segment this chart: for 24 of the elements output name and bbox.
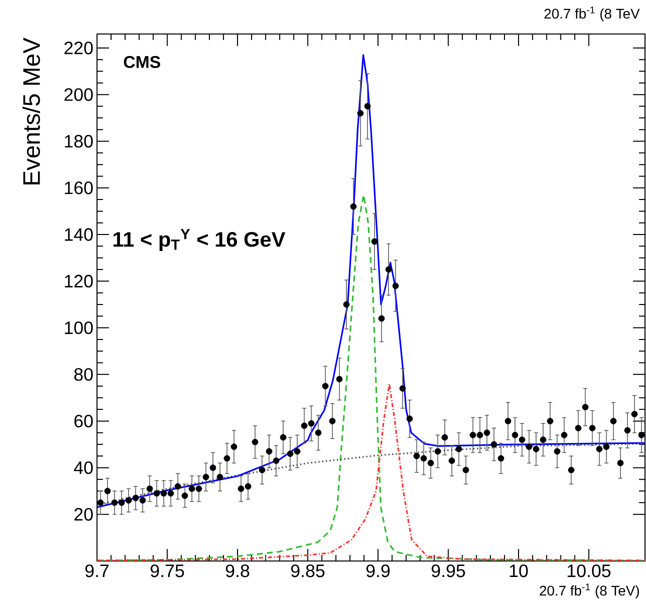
y-tick-label: 40	[74, 461, 93, 474]
x-tick-label: 9.75	[150, 564, 184, 578]
y-tick-label: 180	[64, 134, 93, 148]
x-tick-label: 10	[510, 564, 528, 578]
y-tick-label: 80	[74, 368, 93, 381]
y-tick-label: 200	[64, 88, 93, 101]
x-tick-label: 9.7	[85, 564, 109, 578]
x-tick-label: 9.95	[432, 564, 465, 578]
y-tick-label: 140	[64, 228, 93, 241]
x-tick-label: 10.05	[568, 564, 610, 578]
text: 20.7 fb$^{-1}$ (8 TeV)	[540, 584, 639, 598]
text: 20.7 fb$^{-1}$ (8 TeV	[544, 6, 640, 22]
y-tick-label: 120	[64, 274, 93, 288]
annotation: 11 < p$_{T}$$^{Υ}$ < 16 GeV	[114, 229, 286, 251]
x-tick-label: 9.9	[366, 564, 390, 578]
x-tick-label: 9.85	[291, 564, 324, 578]
y-tick-label: 20	[74, 508, 93, 521]
y-tick-label: 220	[64, 42, 93, 54]
y-tick-label: 60	[74, 414, 93, 428]
annotation: CMS	[124, 56, 160, 68]
y-tick-label: 100	[64, 321, 93, 334]
y-axis-title: Events/5 MeV	[22, 38, 40, 184]
x-tick-label: 9.8	[226, 564, 250, 578]
y-tick-label: 160	[64, 182, 93, 194]
